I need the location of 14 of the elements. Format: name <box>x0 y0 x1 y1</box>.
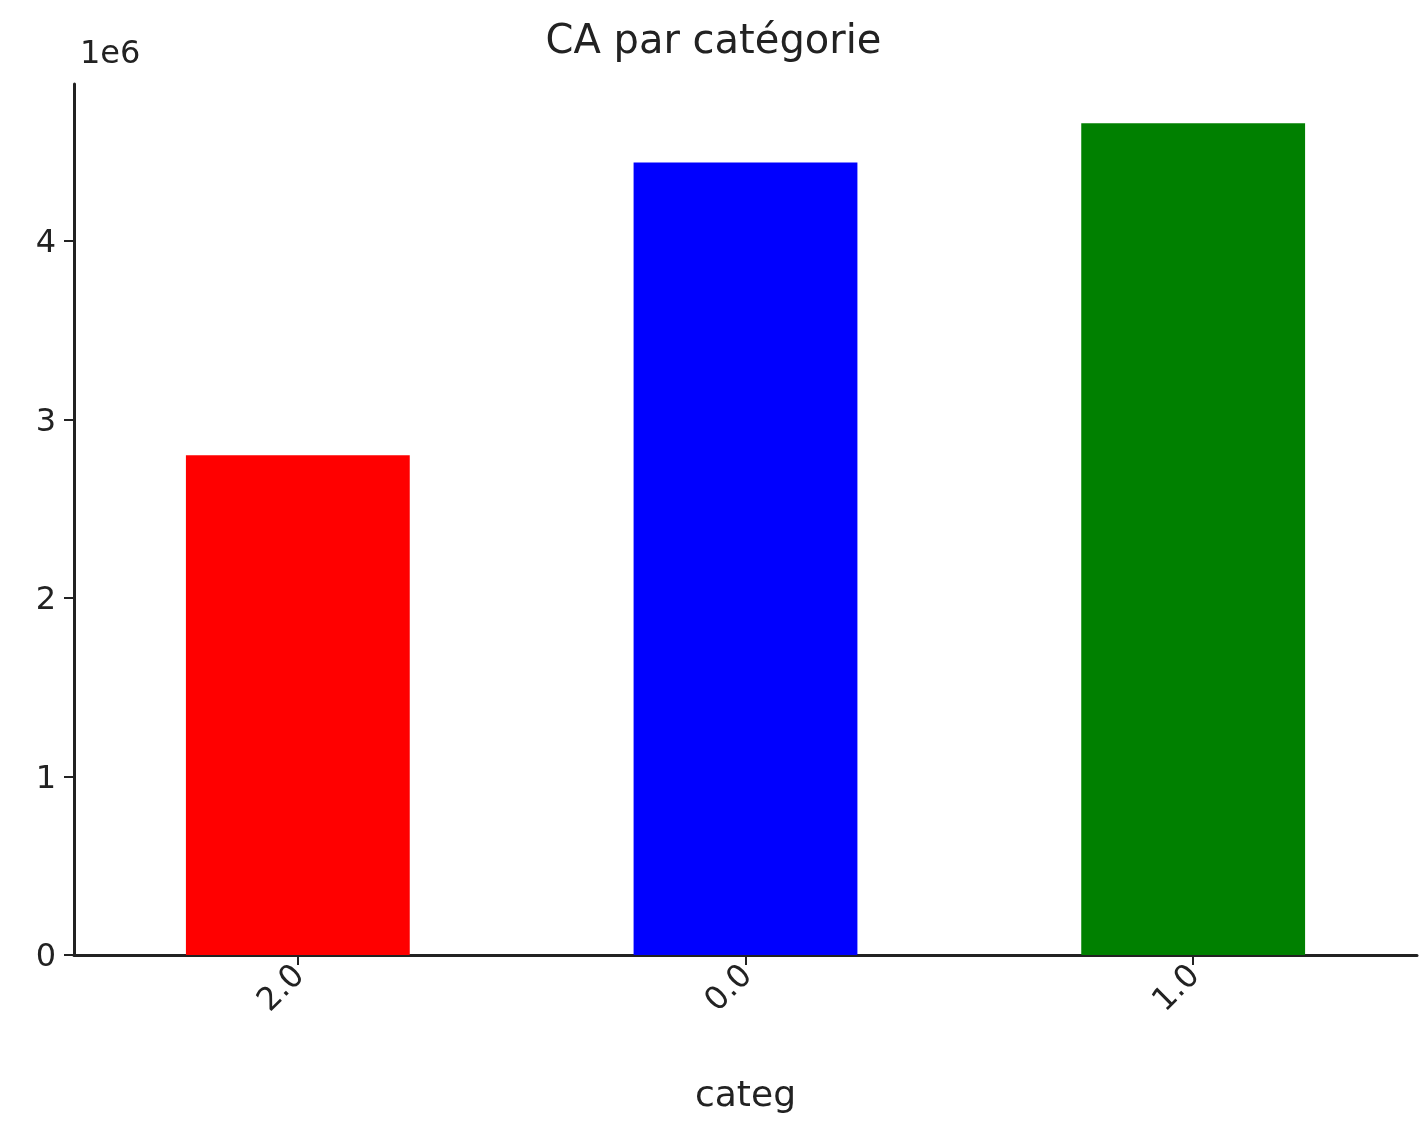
y-tick-label: 2 <box>35 579 56 618</box>
x-tick-label: 0.0 <box>696 955 759 1019</box>
x-axis-title: categ <box>695 1072 796 1114</box>
bar <box>633 162 858 955</box>
y-tick-label: 0 <box>35 936 56 974</box>
x-tick-label: 2.0 <box>248 955 312 1019</box>
y-tick-label: 4 <box>35 222 56 261</box>
text: 1e6 <box>80 33 141 71</box>
bar <box>1081 123 1306 955</box>
bar <box>185 455 410 955</box>
chart-title: CA par catégorie <box>545 16 882 62</box>
y-tick-label: 3 <box>35 400 56 439</box>
x-tick-label: 1.0 <box>1143 955 1207 1019</box>
y-tick-label: 1 <box>35 757 56 796</box>
